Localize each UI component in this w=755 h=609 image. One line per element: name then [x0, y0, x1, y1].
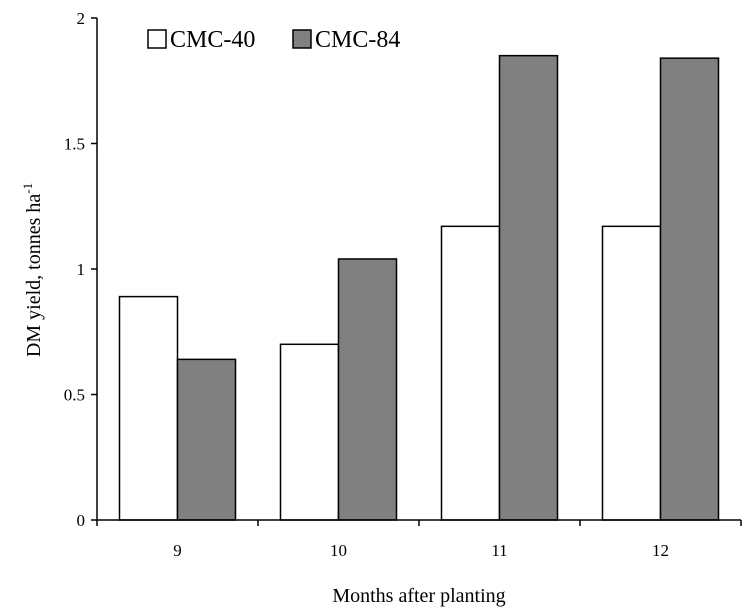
x-tick-label: 11	[491, 541, 507, 560]
legend-swatch-cmc-40	[147, 29, 167, 49]
legend-label-cmc-84: CMC-84	[315, 27, 400, 53]
bar-cmc-40-10	[279, 343, 340, 521]
legend-label-cmc-40: CMC-40	[170, 27, 255, 53]
y-ticks-group: 0 0.5 1 1.5 2	[64, 9, 97, 530]
y-axis-title-superscript: -1	[20, 183, 35, 194]
bar-cmc-84-9	[176, 358, 237, 521]
y-tick-label: 1.5	[64, 135, 85, 154]
y-axis-title-main: DM yield, tonnes ha	[23, 194, 45, 357]
x-ticks-group: 9 10 11 12	[96, 520, 742, 560]
x-tick-label: 12	[652, 541, 669, 560]
bar-cmc-40-12	[601, 225, 662, 521]
y-axis-title: DM yield, tonnes ha-1	[20, 183, 45, 357]
y-tick-label: 0	[77, 511, 86, 530]
y-tick-label: 1	[77, 260, 86, 279]
bar-cmc-40-9	[118, 295, 179, 521]
bars-group	[118, 54, 720, 521]
bar-cmc-84-12	[659, 57, 720, 521]
legend-swatch-cmc-84	[292, 29, 312, 49]
legend: CMC-40 CMC-84	[147, 27, 400, 53]
x-tick-label: 10	[330, 541, 347, 560]
bar-cmc-84-11	[498, 54, 559, 521]
y-tick-label: 0.5	[64, 386, 85, 405]
bar-cmc-84-10	[337, 258, 398, 521]
x-axis-title: Months after planting	[332, 585, 505, 607]
y-tick-label: 2	[77, 9, 86, 28]
bar-cmc-40-11	[440, 225, 501, 521]
x-tick-label: 9	[173, 541, 182, 560]
